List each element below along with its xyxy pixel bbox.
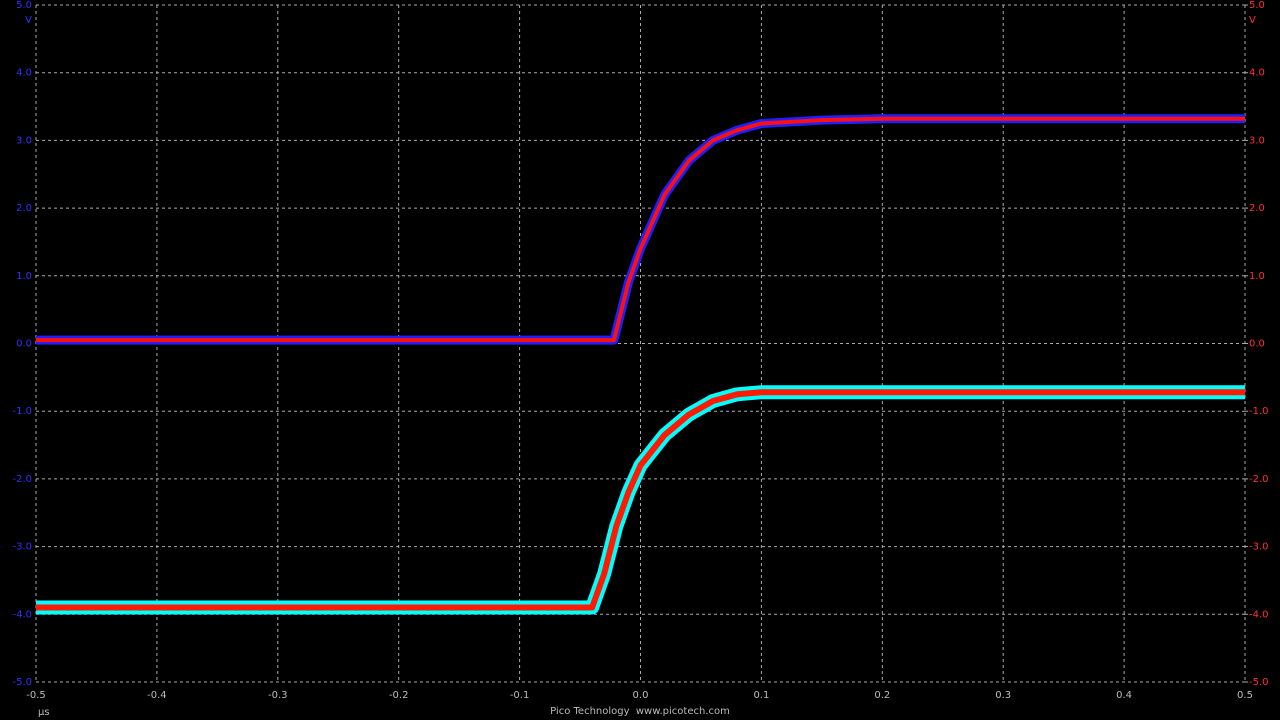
y-tick-label: -1.0 (12, 406, 32, 417)
x-tick-label: 0.5 (1237, 690, 1253, 701)
y2-tick-label: -5.0 (1249, 677, 1269, 688)
y-tick-label: -3.0 (12, 542, 32, 553)
x-tick-label: 0.2 (874, 690, 890, 701)
x-tick-label: -0.4 (147, 690, 167, 701)
y-tick-label: 4.0 (16, 68, 32, 79)
y2-tick-label: -1.0 (1249, 406, 1269, 417)
y2-tick-label: -4.0 (1249, 609, 1269, 620)
trace (36, 116, 1245, 343)
y-tick-label: 5.0 (16, 0, 32, 11)
y2-tick-label: -3.0 (1249, 542, 1269, 553)
y2-tick-label: 5.0 (1249, 0, 1265, 11)
y2-tick-label: 1.0 (1249, 271, 1265, 282)
y-tick-label: -2.0 (12, 474, 32, 485)
y2-tick-label: -2.0 (1249, 474, 1269, 485)
y-tick-label: -5.0 (12, 677, 32, 688)
x-tick-label: -0.1 (510, 690, 530, 701)
y2-tick-label: 0.0 (1249, 339, 1265, 350)
x-tick-label: 0.0 (633, 690, 649, 701)
y2-tick-label: 3.0 (1249, 135, 1265, 146)
footer: Pico Technology www.picotech.com (550, 706, 730, 717)
x-tick-label: -0.5 (26, 690, 46, 701)
y-tick-label: -4.0 (12, 609, 32, 620)
x-unit: µs (38, 707, 50, 718)
x-tick-label: -0.2 (389, 690, 409, 701)
y2-tick-label: 2.0 (1249, 203, 1265, 214)
y-tick-label: 1.0 (16, 271, 32, 282)
trace (36, 389, 1245, 611)
y-unit: V (25, 15, 32, 26)
x-tick-label: 0.1 (753, 690, 769, 701)
y-tick-label: 2.0 (16, 203, 32, 214)
y-tick-label: 0.0 (16, 339, 32, 350)
x-tick-label: 0.4 (1116, 690, 1132, 701)
y2-unit: V (1249, 15, 1256, 26)
y2-tick-label: 4.0 (1249, 68, 1265, 79)
x-tick-label: 0.3 (995, 690, 1011, 701)
x-tick-label: -0.3 (268, 690, 288, 701)
y-tick-label: 3.0 (16, 135, 32, 146)
